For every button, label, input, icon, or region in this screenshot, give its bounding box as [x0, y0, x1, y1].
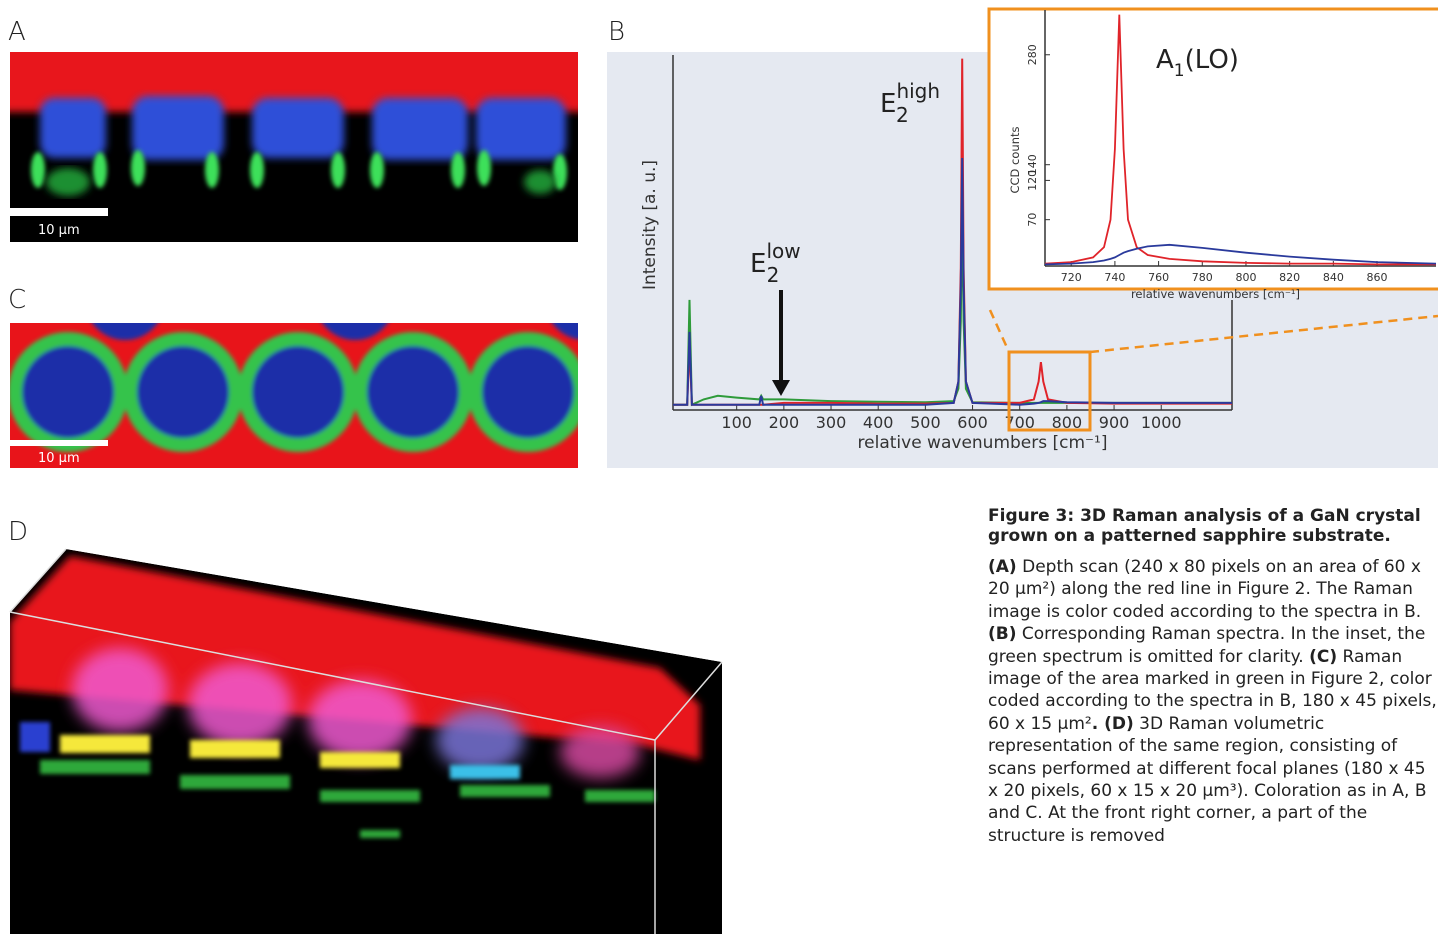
annotation-sub: 2: [896, 103, 909, 127]
zoom-connector: [988, 309, 1011, 353]
x-axis-label: relative wavenumbers [cm⁻¹]: [858, 433, 1108, 453]
y-axis-label: Intensity [a. u.]: [640, 160, 660, 290]
x-tick-label: 720: [1061, 271, 1082, 284]
spectrum-line: [673, 196, 1232, 407]
x-tick-label: 900: [1099, 413, 1130, 432]
annotation-sub: 1: [1174, 61, 1185, 81]
zoom-connector: [1089, 314, 1438, 354]
x-tick-label: 780: [1192, 271, 1213, 284]
y-tick-label: 120: [1026, 170, 1039, 191]
depth-scan-image: [10, 52, 578, 242]
x-tick-label: 840: [1323, 271, 1344, 284]
spectrum-line: [1044, 14, 1436, 266]
annotation-suffix: (LO): [1185, 45, 1239, 75]
x-tick-label: 800: [1052, 413, 1083, 432]
annotation-main: E: [880, 89, 896, 119]
annotation-sub: 2: [767, 263, 780, 287]
x-tick-label: 300: [816, 413, 847, 432]
x-tick-label: 800: [1235, 271, 1256, 284]
inset-frame: [987, 7, 1438, 291]
x-axis-label: relative wavenumbers [cm⁻¹]: [1131, 287, 1300, 301]
zoom-box: [1007, 350, 1092, 432]
volume-outline: [9, 548, 723, 934]
caption-title: Figure 3: 3D Raman analysis of a GaN cry…: [988, 506, 1421, 546]
panel-label: A: [8, 17, 26, 47]
x-tick-label: 100: [721, 413, 752, 432]
x-tick-label: 500: [910, 413, 941, 432]
x-tick-label: 820: [1279, 271, 1300, 284]
caption-text: Depth scan (240 x 80 pixels on an area o…: [988, 557, 1422, 622]
peak-annotation: Elow 2: [750, 239, 801, 287]
x-tick-label: 740: [1104, 271, 1125, 284]
caption-marker: . (D): [1091, 713, 1134, 734]
x-tick-label: 200: [769, 413, 800, 432]
caption-text: Raman image of the area marked in green …: [988, 646, 1437, 734]
scale-bar-label: 10 µm: [38, 223, 80, 238]
x-tick-label: 700: [1004, 413, 1035, 432]
annotation-sup: high: [896, 79, 940, 103]
peak-annotation: Ehigh 2: [880, 79, 940, 127]
panel-label: D: [8, 517, 28, 547]
caption-text: 3D Raman volumetric representation of th…: [988, 713, 1427, 846]
scale-bar-label: 10 µm: [38, 451, 80, 466]
panel-label: C: [8, 285, 26, 315]
y-tick-label: 280: [1026, 44, 1039, 65]
caption-body: (A) Depth scan (240 x 80 pixels on an ar…: [988, 556, 1438, 847]
caption-marker: (B): [988, 624, 1017, 645]
spectrum-chart: 100 200 300 400 500 600 700 800 900 1000 relative …: [640, 55, 1233, 453]
caption-text: Corresponding Raman spectra. In the inse…: [988, 624, 1426, 667]
y-tick-label: 140: [1026, 154, 1039, 175]
spectrum-line: [673, 157, 1232, 406]
x-tick-label: 760: [1148, 271, 1169, 284]
annotation-arrowhead: [772, 380, 790, 396]
caption-marker: (C): [1309, 646, 1338, 667]
spectrum-line: [1044, 243, 1437, 266]
x-tick-label: 400: [863, 413, 894, 432]
peak-annotation: A1(LO): [1156, 45, 1239, 81]
annotation-main: E: [750, 249, 766, 279]
annotation-sup: low: [766, 239, 800, 263]
caption: Figure 3: 3D Raman analysis of a GaN cry…: [988, 506, 1438, 934]
raman-image: [10, 323, 578, 468]
caption-marker: (A): [988, 557, 1017, 577]
y-tick-label: 70: [1026, 213, 1039, 227]
x-tick-label: 600: [957, 413, 988, 432]
volume-render: [10, 549, 722, 934]
annotation-main: A: [1156, 45, 1174, 75]
x-tick-label: 860: [1367, 271, 1388, 284]
y-axis-label: CCD counts: [1008, 126, 1022, 193]
x-tick-label: 1000: [1141, 413, 1182, 432]
panel-label: B: [608, 17, 625, 47]
